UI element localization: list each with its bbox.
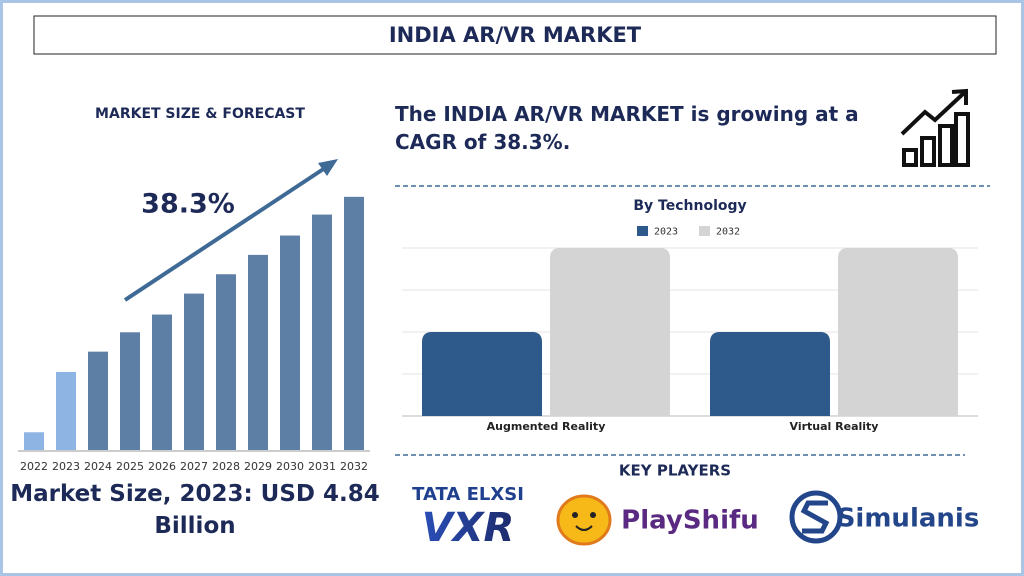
bar	[152, 314, 172, 450]
x-tick-label: 2029	[244, 460, 272, 473]
simulanis-icon	[789, 490, 843, 544]
legend-label: 2032	[716, 227, 740, 238]
x-tick-label: 2032	[340, 460, 368, 473]
bar	[422, 332, 542, 416]
logo-simulanis: Simulanis	[837, 504, 980, 534]
statement-box: The INDIA AR/VR MARKET is growing at a C…	[395, 102, 859, 154]
legend-swatch	[637, 226, 648, 236]
bar	[312, 214, 332, 450]
market-size-caption: Market Size, 2023: USD 4.84 Billion	[10, 481, 380, 539]
page-title: INDIA AR/VR MARKET	[389, 23, 642, 47]
x-tick-label: Augmented Reality	[487, 420, 606, 433]
logo-playshifu: PlayShifu	[621, 506, 759, 536]
forecast-title: MARKET SIZE & FORECAST	[95, 106, 305, 122]
key-players-heading: KEY PLAYERS	[619, 462, 731, 480]
bar	[184, 293, 204, 450]
caption-box: Market Size, 2023: USD 4.84 Billion	[10, 481, 380, 539]
x-tick-label: 2030	[276, 460, 304, 473]
x-tick-label: 2031	[308, 460, 336, 473]
bar	[550, 248, 670, 416]
bar	[88, 351, 108, 450]
growth-arrow-head	[318, 159, 338, 176]
x-tick-label: 2027	[180, 460, 208, 473]
bar	[120, 332, 140, 450]
logo-vxr: VXR	[422, 505, 515, 551]
x-tick-label: 2028	[212, 460, 240, 473]
technology-title: By Technology	[633, 198, 746, 214]
bar	[216, 274, 236, 450]
cagr-statement: The INDIA AR/VR MARKET is growing at a C…	[395, 102, 859, 154]
bar	[248, 254, 268, 450]
x-tick-label: 2022	[20, 460, 48, 473]
x-tick-label: 2026	[148, 460, 176, 473]
x-tick-label: 2025	[116, 460, 144, 473]
cagr-annotation: 38.3%	[141, 189, 235, 220]
title-box	[33, 15, 997, 55]
bar	[56, 371, 76, 450]
x-tick-label: 2023	[52, 460, 80, 473]
bar	[24, 432, 44, 450]
growth-icon	[900, 88, 970, 167]
growth-arrow	[123, 164, 330, 302]
bar	[344, 196, 364, 450]
x-tick-label: 2024	[84, 460, 112, 473]
bar	[710, 332, 830, 416]
bar	[838, 248, 958, 416]
x-tick-label: Virtual Reality	[790, 420, 879, 433]
playshifu-icon	[556, 494, 612, 546]
logo-tata-elxsi: TATA ELXSI	[412, 484, 524, 505]
legend-swatch	[699, 226, 710, 236]
bar	[280, 235, 300, 450]
legend-label: 2023	[654, 227, 678, 238]
